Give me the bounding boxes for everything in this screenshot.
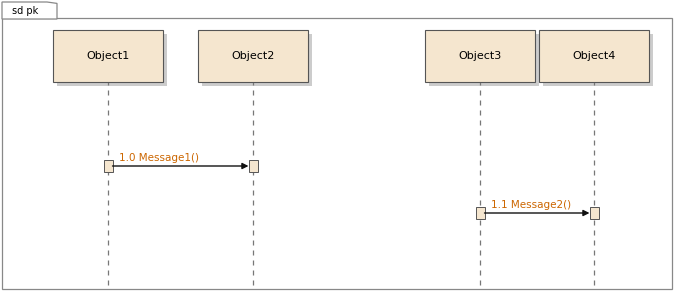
- Polygon shape: [2, 2, 57, 19]
- Bar: [104, 160, 113, 172]
- Text: sd pk: sd pk: [12, 6, 38, 15]
- Text: 1.1 Message2(): 1.1 Message2(): [491, 200, 572, 210]
- Bar: [429, 34, 539, 86]
- Bar: [202, 34, 312, 86]
- Text: Object2: Object2: [231, 51, 275, 61]
- Bar: [57, 34, 167, 86]
- Bar: [249, 160, 257, 172]
- Text: Object3: Object3: [458, 51, 501, 61]
- Text: Object4: Object4: [572, 51, 615, 61]
- Bar: [590, 207, 599, 219]
- Bar: [475, 207, 485, 219]
- Bar: [543, 34, 653, 86]
- Bar: [53, 30, 163, 82]
- Bar: [198, 30, 308, 82]
- Bar: [539, 30, 649, 82]
- Text: 1.0 Message1(): 1.0 Message1(): [119, 153, 200, 163]
- Bar: [425, 30, 535, 82]
- Text: Object1: Object1: [86, 51, 129, 61]
